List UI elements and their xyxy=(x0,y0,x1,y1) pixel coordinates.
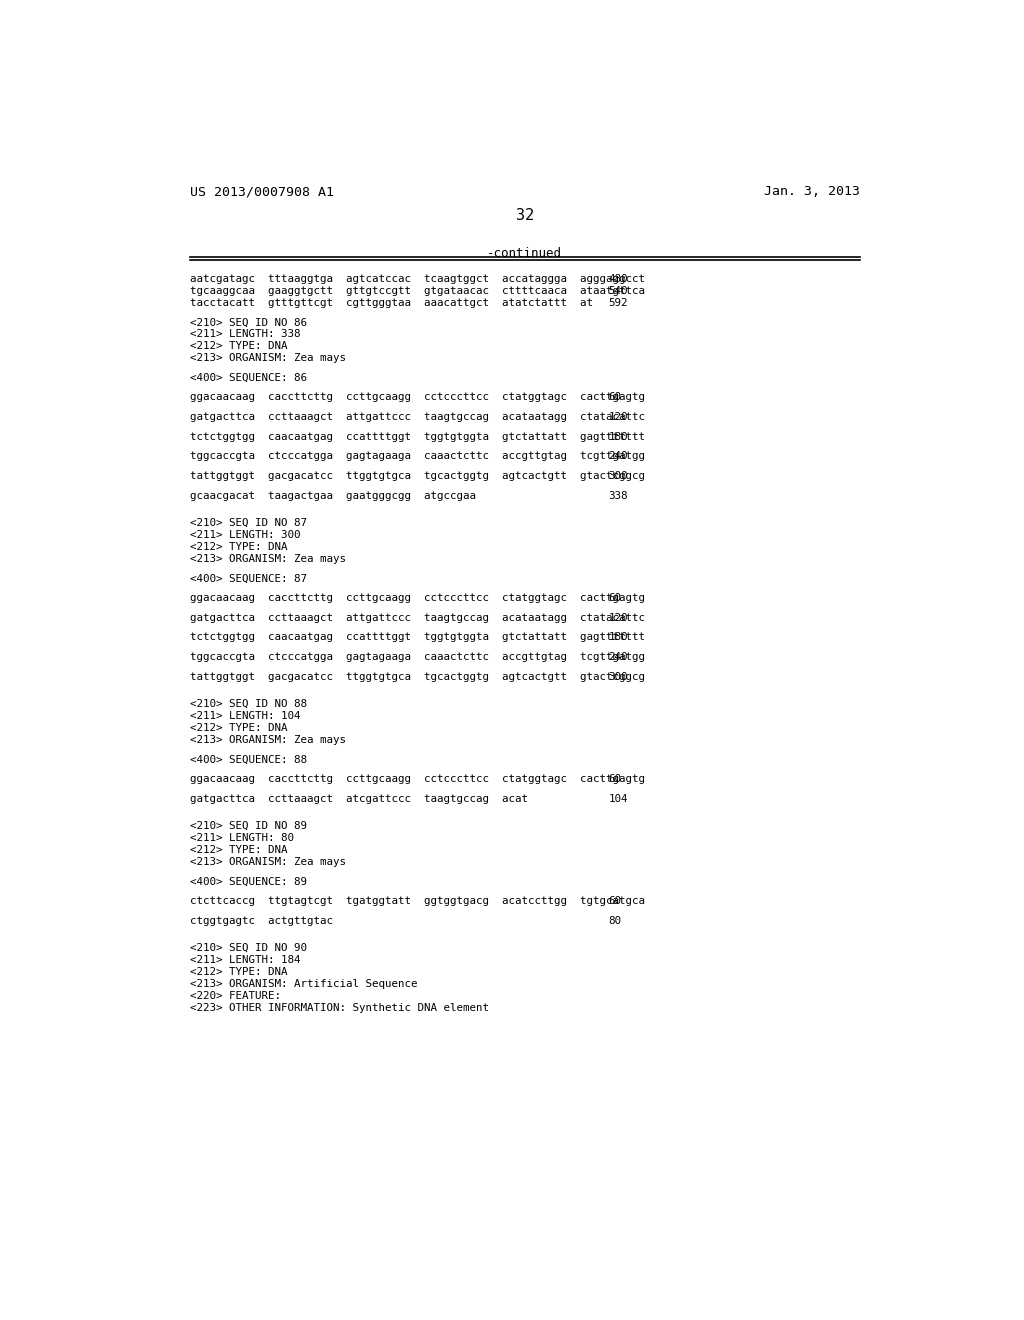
Text: <212> TYPE: DNA: <212> TYPE: DNA xyxy=(190,723,288,733)
Text: 120: 120 xyxy=(608,612,628,623)
Text: 180: 180 xyxy=(608,432,628,442)
Text: ggacaacaag  caccttcttg  ccttgcaagg  cctcccttcc  ctatggtagc  cacttgagtg: ggacaacaag caccttcttg ccttgcaagg cctccct… xyxy=(190,593,645,603)
Text: <211> LENGTH: 184: <211> LENGTH: 184 xyxy=(190,954,300,965)
Text: tctctggtgg  caacaatgag  ccattttggt  tggtgtggta  gtctattatt  gagttttttt: tctctggtgg caacaatgag ccattttggt tggtgtg… xyxy=(190,632,645,643)
Text: <213> ORGANISM: Zea mays: <213> ORGANISM: Zea mays xyxy=(190,857,346,867)
Text: <212> TYPE: DNA: <212> TYPE: DNA xyxy=(190,543,288,552)
Text: tacctacatt  gtttgttcgt  cgttgggtaa  aaacattgct  atatctattt  at: tacctacatt gtttgttcgt cgttgggtaa aaacatt… xyxy=(190,298,593,308)
Text: <212> TYPE: DNA: <212> TYPE: DNA xyxy=(190,845,288,855)
Text: <400> SEQUENCE: 86: <400> SEQUENCE: 86 xyxy=(190,372,307,383)
Text: <210> SEQ ID NO 87: <210> SEQ ID NO 87 xyxy=(190,517,307,528)
Text: <211> LENGTH: 80: <211> LENGTH: 80 xyxy=(190,833,294,843)
Text: <400> SEQUENCE: 88: <400> SEQUENCE: 88 xyxy=(190,755,307,764)
Text: <211> LENGTH: 300: <211> LENGTH: 300 xyxy=(190,529,300,540)
Text: 540: 540 xyxy=(608,286,628,296)
Text: <223> OTHER INFORMATION: Synthetic DNA element: <223> OTHER INFORMATION: Synthetic DNA e… xyxy=(190,1003,489,1012)
Text: <212> TYPE: DNA: <212> TYPE: DNA xyxy=(190,966,288,977)
Text: ggacaacaag  caccttcttg  ccttgcaagg  cctcccttcc  ctatggtagc  cacttgagtg: ggacaacaag caccttcttg ccttgcaagg cctccct… xyxy=(190,774,645,784)
Text: Jan. 3, 2013: Jan. 3, 2013 xyxy=(764,185,859,198)
Text: <400> SEQUENCE: 87: <400> SEQUENCE: 87 xyxy=(190,573,307,583)
Text: 592: 592 xyxy=(608,298,628,308)
Text: 60: 60 xyxy=(608,593,622,603)
Text: tggcaccgta  ctcccatgga  gagtagaaga  caaactcttc  accgttgtag  tcgttgatgg: tggcaccgta ctcccatgga gagtagaaga caaactc… xyxy=(190,451,645,462)
Text: 338: 338 xyxy=(608,491,628,500)
Text: <211> LENGTH: 338: <211> LENGTH: 338 xyxy=(190,330,300,339)
Text: gatgacttca  ccttaaagct  attgattccc  taagtgccag  acataatagg  ctatacattc: gatgacttca ccttaaagct attgattccc taagtgc… xyxy=(190,612,645,623)
Text: 180: 180 xyxy=(608,632,628,643)
Text: 60: 60 xyxy=(608,392,622,403)
Text: tgcaaggcaa  gaaggtgctt  gttgtccgtt  gtgataacac  cttttcaaca  ataatgttca: tgcaaggcaa gaaggtgctt gttgtccgtt gtgataa… xyxy=(190,286,645,296)
Text: <213> ORGANISM: Zea mays: <213> ORGANISM: Zea mays xyxy=(190,554,346,564)
Text: 60: 60 xyxy=(608,896,622,906)
Text: <220> FEATURE:: <220> FEATURE: xyxy=(190,991,281,1001)
Text: tattggtggt  gacgacatcc  ttggtgtgca  tgcactggtg  agtcactgtt  gtactcggcg: tattggtggt gacgacatcc ttggtgtgca tgcactg… xyxy=(190,471,645,480)
Text: 240: 240 xyxy=(608,652,628,661)
Text: <210> SEQ ID NO 90: <210> SEQ ID NO 90 xyxy=(190,942,307,953)
Text: US 2013/0007908 A1: US 2013/0007908 A1 xyxy=(190,185,334,198)
Text: gatgacttca  ccttaaagct  attgattccc  taagtgccag  acataatagg  ctatacattc: gatgacttca ccttaaagct attgattccc taagtgc… xyxy=(190,412,645,422)
Text: <213> ORGANISM: Zea mays: <213> ORGANISM: Zea mays xyxy=(190,735,346,744)
Text: tggcaccgta  ctcccatgga  gagtagaaga  caaactcttc  accgttgtag  tcgttgatgg: tggcaccgta ctcccatgga gagtagaaga caaactc… xyxy=(190,652,645,661)
Text: 300: 300 xyxy=(608,672,628,681)
Text: 80: 80 xyxy=(608,916,622,925)
Text: gatgacttca  ccttaaagct  atcgattccc  taagtgccag  acat: gatgacttca ccttaaagct atcgattccc taagtgc… xyxy=(190,793,528,804)
Text: 32: 32 xyxy=(516,209,534,223)
Text: <213> ORGANISM: Zea mays: <213> ORGANISM: Zea mays xyxy=(190,354,346,363)
Text: ggacaacaag  caccttcttg  ccttgcaagg  cctcccttcc  ctatggtagc  cacttgagtg: ggacaacaag caccttcttg ccttgcaagg cctccct… xyxy=(190,392,645,403)
Text: 104: 104 xyxy=(608,793,628,804)
Text: <210> SEQ ID NO 86: <210> SEQ ID NO 86 xyxy=(190,317,307,327)
Text: <400> SEQUENCE: 89: <400> SEQUENCE: 89 xyxy=(190,876,307,887)
Text: <210> SEQ ID NO 88: <210> SEQ ID NO 88 xyxy=(190,700,307,709)
Text: <211> LENGTH: 104: <211> LENGTH: 104 xyxy=(190,711,300,721)
Text: 480: 480 xyxy=(608,275,628,284)
Text: <210> SEQ ID NO 89: <210> SEQ ID NO 89 xyxy=(190,821,307,832)
Text: tattggtggt  gacgacatcc  ttggtgtgca  tgcactggtg  agtcactgtt  gtactcggcg: tattggtggt gacgacatcc ttggtgtgca tgcactg… xyxy=(190,672,645,681)
Text: gcaacgacat  taagactgaa  gaatgggcgg  atgccgaa: gcaacgacat taagactgaa gaatgggcgg atgccga… xyxy=(190,491,476,500)
Text: 120: 120 xyxy=(608,412,628,422)
Text: 300: 300 xyxy=(608,471,628,480)
Text: ctcttcaccg  ttgtagtcgt  tgatggtatt  ggtggtgacg  acatccttgg  tgtgcatgca: ctcttcaccg ttgtagtcgt tgatggtatt ggtggtg… xyxy=(190,896,645,906)
Text: tctctggtgg  caacaatgag  ccattttggt  tggtgtggta  gtctattatt  gagttttttt: tctctggtgg caacaatgag ccattttggt tggtgtg… xyxy=(190,432,645,442)
Text: aatcgatagc  tttaaggtga  agtcatccac  tcaagtggct  accataggga  agggaggcct: aatcgatagc tttaaggtga agtcatccac tcaagtg… xyxy=(190,275,645,284)
Text: ctggtgagtc  actgttgtac: ctggtgagtc actgttgtac xyxy=(190,916,333,925)
Text: <213> ORGANISM: Artificial Sequence: <213> ORGANISM: Artificial Sequence xyxy=(190,979,418,989)
Text: -continued: -continued xyxy=(487,247,562,260)
Text: 240: 240 xyxy=(608,451,628,462)
Text: 60: 60 xyxy=(608,774,622,784)
Text: <212> TYPE: DNA: <212> TYPE: DNA xyxy=(190,342,288,351)
